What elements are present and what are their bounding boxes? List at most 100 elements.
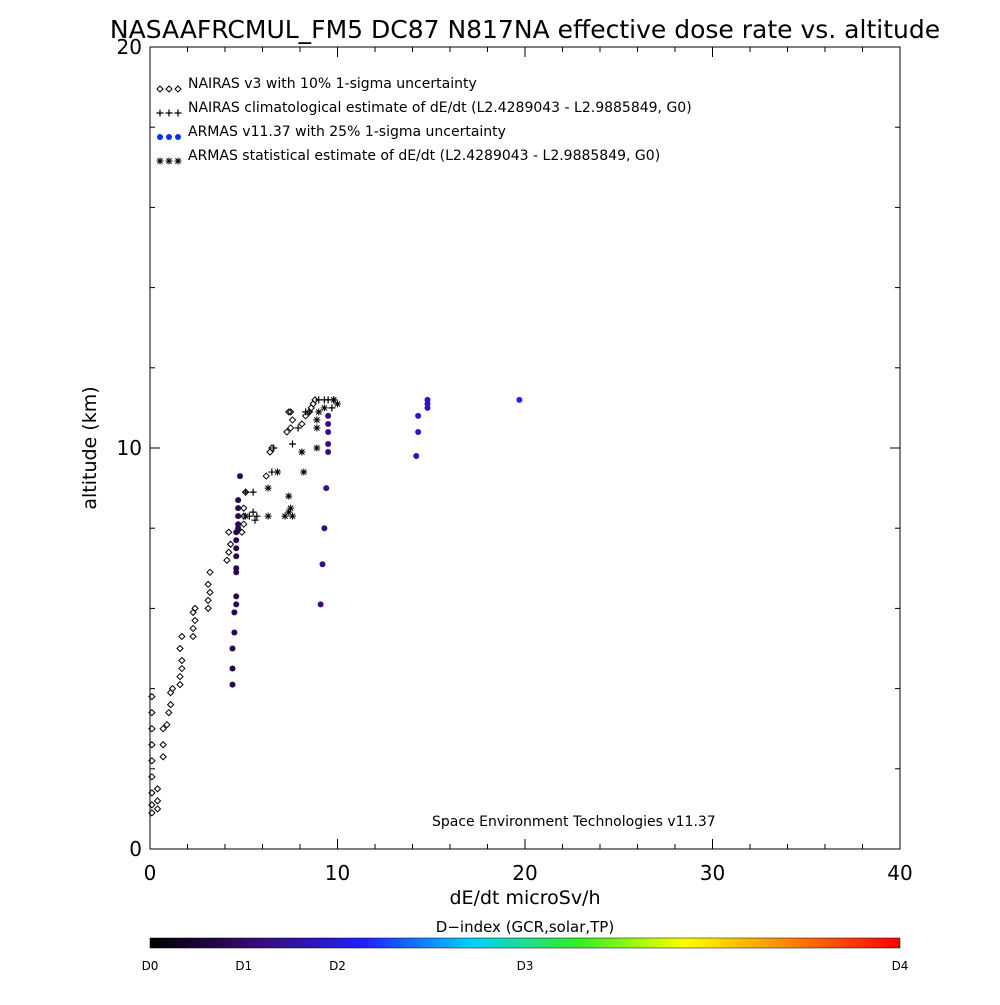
legend-marker [175,134,181,140]
data-points [148,396,523,817]
colorbar [149,937,901,949]
colorbar-label: D1 [235,959,252,973]
data-point [251,516,259,524]
data-point [159,753,167,761]
data-point [325,428,332,435]
data-point [233,565,240,572]
data-point [289,512,296,520]
data-point [153,785,162,793]
data-point [242,512,250,520]
data-point [225,548,233,556]
data-point [159,741,167,749]
data-point [287,504,295,512]
data-point [148,801,156,809]
data-point [319,561,326,568]
data-point [249,508,257,516]
y-tick-label: 10 [117,436,142,460]
data-point [237,473,243,480]
data-point [148,773,156,781]
data-point [415,428,422,435]
series-1 [148,396,319,817]
plot-frame [149,46,901,850]
data-point [233,537,240,544]
data-point [153,797,162,805]
data-point [159,724,167,733]
data-point [189,632,197,641]
data-point [309,400,317,408]
colorbar-label: D2 [329,959,346,973]
data-point [191,616,199,625]
data-point [415,412,422,419]
data-point [298,448,306,456]
data-point [334,400,341,408]
y-tick-label: 20 [117,35,142,59]
data-point [148,692,156,701]
data-point [163,720,171,729]
legend-marker [165,85,173,93]
x-axis-label: dE/dt microSv/h [449,887,600,909]
legend-marker [157,134,163,140]
data-point [229,645,236,652]
data-point [235,497,242,504]
data-point [166,700,175,709]
data-point [516,396,523,403]
credit-annotation: Space Environment Technologies v11.37 [432,814,716,830]
legend-marker [165,157,173,165]
data-point [178,664,186,673]
data-point [325,449,332,456]
legend-marker [165,109,173,117]
legend-marker [174,157,182,165]
data-point [270,444,278,452]
legend-entry: ARMAS statistical estimate of dE/dt (L2.… [188,148,660,164]
data-point [253,512,261,520]
data-point [166,688,175,697]
data-point [262,472,270,480]
tick-labels: 0 10 20 30 40 0 10 20 [117,35,913,885]
data-point [320,404,328,412]
legend-marker [156,109,164,117]
data-point [413,453,420,460]
data-point [301,412,310,420]
data-point [242,488,250,496]
legend-entry: NAIRAS climatological estimate of dE/dt … [188,100,692,116]
data-point [231,629,238,636]
data-point [266,448,274,456]
data-point [313,416,321,424]
data-point [298,420,306,428]
data-point [325,440,332,447]
data-point [178,656,186,665]
data-point [325,412,332,419]
legend: NAIRAS v3 with 10% 1-sigma uncertainty NA… [156,76,692,165]
colorbar-label: D0 [142,959,159,973]
data-point [313,444,321,452]
data-point [168,684,177,693]
data-point [204,604,212,613]
data-point [311,396,319,404]
x-tick-label: 0 [144,861,157,885]
data-point [330,396,338,404]
data-point [225,528,233,536]
data-point [235,521,242,528]
data-point [240,520,248,528]
axis-ticks [149,46,901,850]
data-point [176,680,184,689]
data-point [313,424,321,432]
data-point [148,789,156,797]
data-point [229,665,236,672]
data-point [148,809,156,817]
colorbar-label: D3 [517,959,534,973]
data-point [226,540,235,548]
data-point [235,513,242,520]
data-point [240,504,248,512]
y-axis-label: altitude (km) [79,386,101,509]
data-point [176,644,184,653]
data-point [424,396,431,403]
data-point [264,512,272,520]
data-point [206,588,214,597]
data-point [294,424,302,432]
data-point [315,408,323,416]
data-point [233,553,240,560]
x-tick-label: 30 [700,861,725,885]
